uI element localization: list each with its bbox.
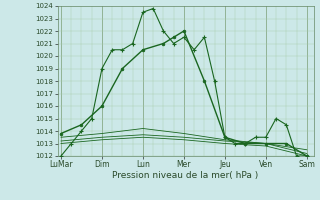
X-axis label: Pression niveau de la mer( hPa ): Pression niveau de la mer( hPa ): [112, 171, 259, 180]
